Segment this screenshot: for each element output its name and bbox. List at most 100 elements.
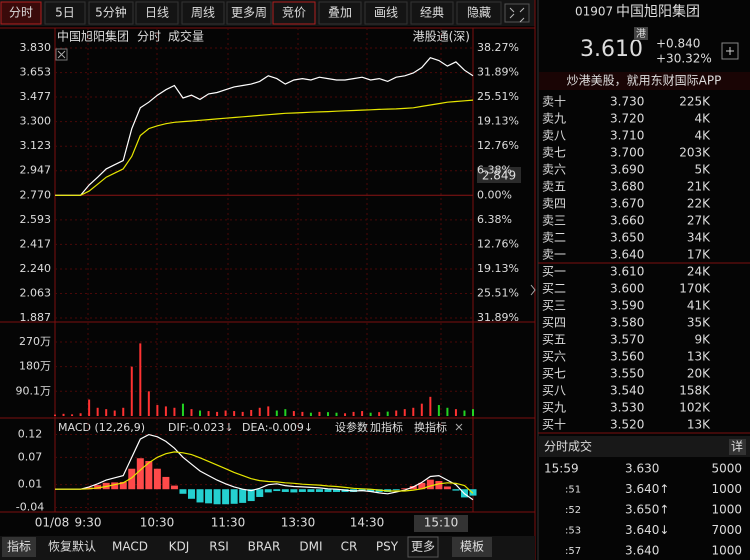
tab[interactable]: 5分钟 xyxy=(95,5,127,20)
tab-bg[interactable] xyxy=(272,1,316,25)
bottom-tab-bg[interactable] xyxy=(452,537,492,557)
book-price: 3.700 xyxy=(610,146,644,160)
bottom-tab-bg[interactable] xyxy=(162,537,196,557)
macd-bar xyxy=(196,489,204,503)
bottom-tab[interactable]: KDJ xyxy=(169,540,190,554)
book-volume: 170K xyxy=(679,282,711,296)
bottom-tab[interactable]: MACD xyxy=(112,540,148,554)
book-volume: 21K xyxy=(687,180,711,194)
volume-bar xyxy=(386,411,389,416)
volume-bar xyxy=(147,391,150,416)
book-price: 3.660 xyxy=(610,214,644,228)
bottom-tab[interactable]: 指标 xyxy=(7,539,31,554)
bottom-tab[interactable]: RSI xyxy=(209,540,229,554)
bottom-tab-bg[interactable] xyxy=(294,537,328,557)
tab-bg[interactable] xyxy=(0,1,42,25)
bottom-tab[interactable]: 恢复默认 xyxy=(48,539,96,554)
tab-bg[interactable] xyxy=(456,1,502,25)
bottom-tab-bg[interactable] xyxy=(108,537,152,557)
bottom-tab[interactable]: BRAR xyxy=(248,540,281,554)
book-volume: 34K xyxy=(687,231,711,245)
add-button[interactable] xyxy=(721,42,739,60)
bottom-tab[interactable]: DMI xyxy=(299,540,322,554)
volume-bar xyxy=(446,407,449,416)
tab[interactable]: 日线 xyxy=(145,6,169,20)
macd-action[interactable]: 换指标 xyxy=(414,420,447,434)
book-level: 卖三 xyxy=(542,214,566,228)
tab-bg[interactable] xyxy=(318,1,362,25)
bottom-tab-bg[interactable] xyxy=(202,537,236,557)
volume-bar xyxy=(79,413,82,416)
tab-bg[interactable] xyxy=(410,1,454,25)
tab-bg[interactable] xyxy=(226,1,272,25)
banner[interactable]: 炒港美股，就用东财国际APP xyxy=(567,74,722,88)
volume-bar xyxy=(207,411,210,416)
bottom-tab-bg[interactable] xyxy=(242,537,286,557)
trade-volume: 1000 xyxy=(711,482,742,496)
trade-volume: 5000 xyxy=(711,462,742,476)
volume-bar xyxy=(309,412,312,416)
book-level: 卖二 xyxy=(542,231,566,245)
book-level: 卖四 xyxy=(542,197,566,211)
fullscreen-icon[interactable] xyxy=(504,3,530,23)
volume-bar xyxy=(113,410,116,416)
detail-label[interactable]: 详 xyxy=(731,439,743,454)
tab[interactable]: 周线 xyxy=(191,6,215,20)
bottom-tab-bg[interactable] xyxy=(42,537,102,557)
volume-bar xyxy=(199,410,202,416)
book-level: 买四 xyxy=(542,316,566,330)
book-level: 卖十 xyxy=(542,95,566,109)
bottom-tab[interactable]: 更多 xyxy=(411,540,435,554)
tab-bg[interactable] xyxy=(88,1,134,25)
detail-button[interactable] xyxy=(729,439,746,455)
bottom-tab-bg[interactable] xyxy=(334,537,364,557)
tab[interactable]: 画线 xyxy=(374,6,398,20)
y2-tick-label: 38.27% xyxy=(477,41,519,54)
volume-bar xyxy=(130,366,133,416)
tab[interactable]: 分时 xyxy=(9,6,33,20)
book-price: 3.640 xyxy=(610,248,644,262)
tab[interactable]: 更多周 xyxy=(231,6,267,20)
bottom-tab[interactable]: 模板 xyxy=(460,540,484,554)
last-price: 3.610 xyxy=(580,37,643,62)
bottom-tab-bg[interactable] xyxy=(2,537,36,557)
book-volume: 225K xyxy=(679,95,711,109)
macd-close[interactable] xyxy=(455,423,463,431)
y-tick-label: 2.417 xyxy=(20,237,52,250)
bottom-tab-bg[interactable] xyxy=(407,536,439,558)
trades-header-bg xyxy=(538,436,750,457)
macd-bar xyxy=(256,489,264,497)
macd-action[interactable]: 设参数 xyxy=(335,420,368,434)
volume-bar xyxy=(241,411,244,416)
y2-tick-label: 25.51% xyxy=(477,286,519,299)
bottom-tab[interactable]: CR xyxy=(341,540,358,554)
tab[interactable]: 经典 xyxy=(420,6,444,20)
tab-bg[interactable] xyxy=(135,1,179,25)
collapse-arrow[interactable] xyxy=(530,284,536,296)
macd-line xyxy=(55,451,474,494)
macd-title: MACD (12,26,9) xyxy=(58,421,145,434)
tab[interactable]: 隐藏 xyxy=(467,6,491,20)
tab-bg[interactable] xyxy=(44,1,86,25)
macd-action[interactable]: 加指标 xyxy=(370,420,403,434)
tab[interactable]: 竞价 xyxy=(282,6,306,20)
book-level: 卖五 xyxy=(542,180,566,194)
book-price: 3.520 xyxy=(610,418,644,432)
bottom-tab-bg[interactable] xyxy=(370,537,404,557)
close-box[interactable] xyxy=(55,48,68,61)
tab-bg[interactable] xyxy=(364,1,408,25)
trade-volume: 7000 xyxy=(711,523,742,537)
bottom-tab[interactable]: PSY xyxy=(376,540,399,554)
volume-bar xyxy=(284,409,287,416)
tab[interactable]: 叠加 xyxy=(328,6,352,20)
volume-bar xyxy=(429,396,432,416)
volume-bar xyxy=(190,409,193,416)
banner-bg[interactable] xyxy=(539,72,750,90)
tab[interactable]: 5日 xyxy=(55,6,75,20)
tab-bg[interactable] xyxy=(181,1,225,25)
macd-bar xyxy=(298,489,306,492)
volume-bar xyxy=(344,413,347,416)
book-volume: 22K xyxy=(687,197,711,211)
macd-bar xyxy=(119,481,127,490)
